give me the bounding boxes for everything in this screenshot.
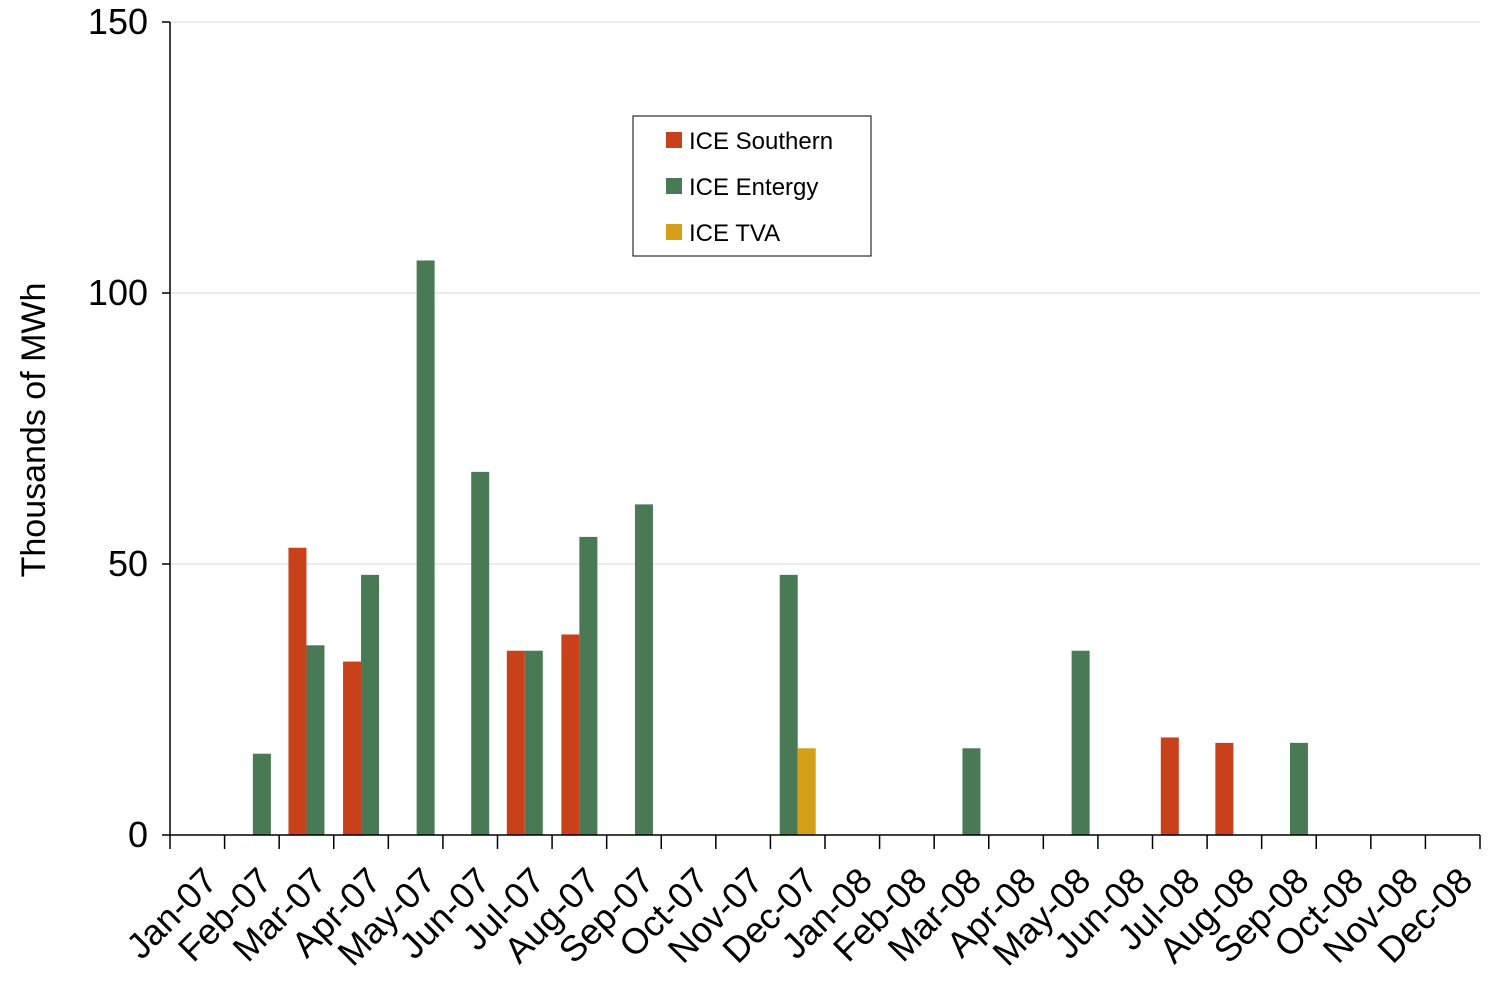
y-tick-label: 100 [88, 272, 148, 313]
legend-swatch [666, 178, 682, 194]
legend-label: ICE Southern [689, 128, 833, 155]
bar-ice-entergy [1071, 650, 1090, 835]
bars [252, 260, 1308, 836]
bar-ice-entergy [416, 260, 435, 836]
legend-label: ICE TVA [689, 220, 780, 247]
y-tick-labels: 0 50 100 150 [88, 1, 148, 855]
bar-ice-southern [288, 547, 307, 835]
bar-ice-entergy [252, 753, 271, 835]
y-axis-label: Thousands of MWh [15, 283, 53, 578]
bar-ice-southern [561, 634, 580, 835]
bar-ice-entergy [634, 504, 653, 835]
legend: ICE Southern ICE Entergy ICE TVA [632, 115, 872, 257]
bar-ice-entergy [779, 574, 798, 835]
legend-swatch [666, 224, 682, 240]
bar-ice-entergy [1289, 742, 1308, 835]
bar-ice-entergy [962, 748, 981, 835]
bar-ice-tva [797, 748, 816, 835]
bar-ice-southern [1215, 742, 1234, 835]
bar-ice-southern [1160, 737, 1179, 835]
legend-label: ICE Entergy [689, 174, 818, 201]
bar-ice-entergy [524, 650, 543, 835]
bar-ice-entergy [579, 536, 598, 835]
bar-ice-entergy [361, 574, 380, 835]
gridlines [162, 21, 1480, 836]
bar-ice-entergy [471, 471, 490, 835]
axes [169, 22, 1481, 849]
y-tick-label: 50 [108, 543, 148, 584]
x-tick-labels: Jan-07Feb-07Mar-07Apr-07May-07Jun-07Jul-… [118, 860, 1480, 974]
y-tick-label: 150 [88, 1, 148, 42]
bar-ice-southern [343, 661, 362, 835]
bar-ice-southern [506, 650, 525, 835]
legend-swatch [666, 132, 682, 148]
y-tick-label: 0 [128, 814, 148, 855]
bar-ice-entergy [306, 645, 325, 835]
